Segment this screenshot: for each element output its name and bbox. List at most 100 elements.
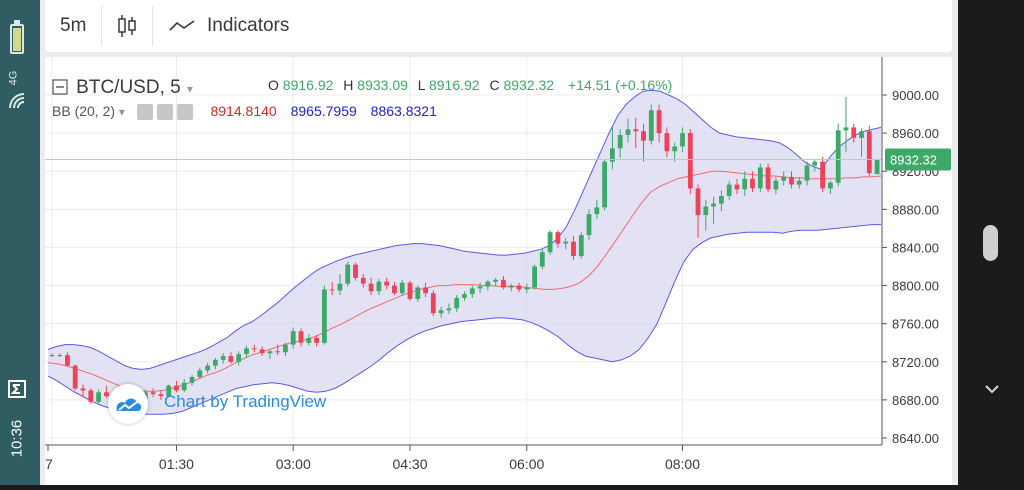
symbol-dropdown-caret-icon[interactable]: ▾ xyxy=(186,82,193,96)
price-chart[interactable]: 9000.00 8960.00 8920.00 8880.00 8840.00 8800.… xyxy=(45,57,952,485)
candle-body xyxy=(695,188,701,216)
symbol-name[interactable]: BTC/USD, 5 xyxy=(76,77,181,98)
candle-body xyxy=(789,176,794,185)
scroll-handle[interactable] xyxy=(983,225,998,261)
candle-body xyxy=(368,283,374,292)
interval-button[interactable]: 5m xyxy=(60,0,86,52)
indicator-name[interactable]: BB (20, 2) xyxy=(52,103,116,119)
candle-body xyxy=(571,241,576,256)
candle-body xyxy=(88,390,94,402)
candle-body xyxy=(80,388,86,391)
open-label: O xyxy=(268,77,279,93)
tradingview-watermark[interactable]: Chart by TradingView xyxy=(108,384,348,424)
price-tick-label: 8760.00 xyxy=(892,317,939,332)
bollinger-band-fill xyxy=(48,90,881,415)
candle-body xyxy=(835,130,841,183)
open-value: 8916.92 xyxy=(282,77,334,93)
candle-body xyxy=(602,161,607,208)
price-tick-label: 9000.00 xyxy=(892,88,939,103)
candle-body xyxy=(267,351,273,354)
candle-body xyxy=(617,135,623,149)
candle-body xyxy=(57,355,63,357)
candle-body xyxy=(314,338,319,343)
candle-body xyxy=(236,354,242,362)
bollinger-upper-line xyxy=(47,89,882,370)
high-value: 8933.09 xyxy=(357,77,408,93)
candle-body xyxy=(298,331,304,343)
price-tick-label: 8640.00 xyxy=(892,431,939,446)
candle-body xyxy=(197,370,203,378)
remove-close-icon[interactable] xyxy=(176,104,193,121)
candle-body xyxy=(703,206,709,216)
candle-body xyxy=(283,344,288,353)
tradingview-logo-icon xyxy=(108,384,148,424)
candlestick-icon xyxy=(118,15,136,37)
symbol-legend: BTC/USD, 5 ▾ xyxy=(52,77,193,99)
price-tick-label: 8960.00 xyxy=(892,126,939,141)
candle-body xyxy=(454,297,460,309)
candle-body xyxy=(532,266,537,288)
candle-body xyxy=(726,184,732,196)
indicators-label: Indicators xyxy=(207,15,290,36)
candle-body xyxy=(104,392,109,397)
status-clock: 10:36 xyxy=(8,419,26,458)
candle-body xyxy=(430,293,436,314)
change-value: +14.51 (+0.16%) xyxy=(567,77,673,93)
time-tick-label: 01:30 xyxy=(159,456,194,472)
visibility-eye-icon[interactable] xyxy=(136,104,153,121)
candle-body xyxy=(415,287,421,299)
candlestick-chart-canvas[interactable]: 9000.008960.008920.008880.008840.008800.… xyxy=(45,57,952,485)
candle-body xyxy=(337,283,343,291)
network-type-label: 4G xyxy=(7,70,20,86)
battery-icon xyxy=(10,24,24,54)
signal-icon xyxy=(9,93,25,109)
candle-body xyxy=(244,348,249,355)
time-tick-label: 06:00 xyxy=(509,456,544,472)
settings-gear-icon[interactable] xyxy=(156,104,173,121)
candle-body xyxy=(329,289,335,291)
candle-body xyxy=(438,310,444,314)
candle-body xyxy=(641,131,646,141)
candle-body xyxy=(547,232,553,253)
candle-body xyxy=(648,110,654,141)
time-tick-label: 08:00 xyxy=(665,456,700,472)
indicator-dropdown-caret-icon[interactable]: ▾ xyxy=(118,105,125,119)
candle-body xyxy=(742,178,748,190)
interval-label: 5m xyxy=(60,15,87,36)
candle-body xyxy=(781,176,787,181)
bb-basis-value: 8914.8140 xyxy=(210,103,277,119)
candle-body xyxy=(485,281,491,287)
bb-upper-value: 8965.7959 xyxy=(290,103,357,119)
candle-body xyxy=(765,167,771,190)
candle-body xyxy=(804,165,810,181)
candle-body xyxy=(446,308,452,311)
battery-level xyxy=(13,28,21,51)
candle-body xyxy=(399,282,405,294)
candle-body xyxy=(664,133,670,152)
chevron-down-icon[interactable] xyxy=(983,380,1001,398)
time-tick-label: 7 xyxy=(45,456,53,472)
battery-terminal xyxy=(14,20,20,24)
collapse-legend-icon[interactable] xyxy=(52,79,68,95)
price-tick-label: 8880.00 xyxy=(892,202,939,217)
candle-body xyxy=(555,232,561,244)
close-label: C xyxy=(489,77,500,93)
candle-body xyxy=(843,127,849,131)
candle-body xyxy=(539,252,545,267)
indicators-icon xyxy=(169,20,195,31)
indicators-button[interactable]: Indicators xyxy=(169,0,289,52)
chart-type-button[interactable] xyxy=(117,0,137,52)
time-tick-label: 04:30 xyxy=(392,456,427,472)
bollinger-lower-line xyxy=(47,224,881,415)
candle-body xyxy=(174,385,179,391)
candle-body xyxy=(290,331,296,345)
candle-body xyxy=(205,365,210,371)
candle-body xyxy=(213,359,218,366)
candle-body xyxy=(866,131,872,174)
trading-app: 5m Indicators 9000.00 8960.00 8920.00 8880.… xyxy=(40,0,958,485)
candle-body xyxy=(275,351,280,353)
candle-body xyxy=(72,365,78,389)
candle-body xyxy=(501,279,506,288)
price-tick-label: 8680.00 xyxy=(892,393,939,408)
candle-body xyxy=(672,146,678,152)
